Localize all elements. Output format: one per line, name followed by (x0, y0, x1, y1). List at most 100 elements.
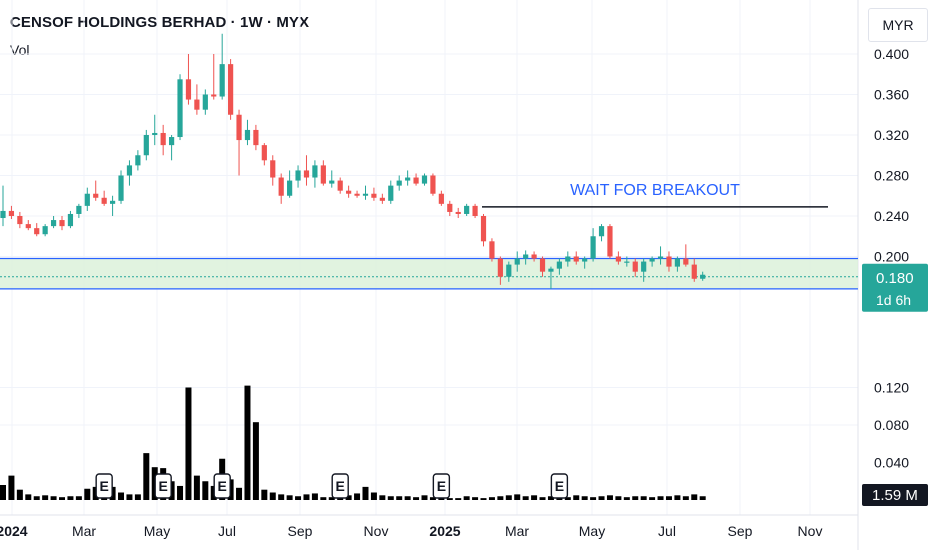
candle-body (152, 132, 158, 135)
candle-body (455, 211, 461, 214)
candle-body (548, 268, 554, 272)
candle-body (59, 220, 65, 227)
candle-body (405, 177, 411, 181)
candle-body (582, 258, 588, 262)
volume-bar (539, 497, 546, 500)
candle-body (185, 79, 192, 100)
earnings-marker-label: E (336, 478, 345, 494)
candle-body (76, 205, 82, 214)
volume-bar (320, 497, 327, 500)
candle-body (93, 193, 99, 198)
candle-body (135, 155, 141, 166)
price-tick-label: 0.280 (874, 168, 909, 184)
candle-body (194, 99, 200, 110)
volume-bar (396, 496, 403, 500)
candle-body (337, 180, 343, 191)
candle-body (362, 193, 369, 196)
volume-bar (84, 488, 91, 500)
volume-bar (615, 496, 622, 500)
volume-bar (252, 422, 259, 500)
currency-button[interactable]: MYR (868, 8, 928, 42)
candle-body (447, 203, 453, 212)
volume-bar (446, 498, 453, 500)
grid-lines (0, 0, 859, 550)
price-axis[interactable]: 0.4000.3600.3200.2800.2400.2000.1600.120… (862, 46, 928, 506)
volume-bar (590, 497, 597, 500)
volume-bar (522, 496, 529, 500)
price-tick-label: 0.400 (874, 46, 909, 62)
breakout-label: WAIT FOR BREAKOUT (570, 182, 740, 199)
volume-bar (118, 492, 125, 500)
volume-bar (236, 487, 243, 500)
candle-body (0, 210, 6, 219)
volume-bar (177, 485, 184, 500)
volume-bar (480, 498, 487, 500)
candle-body (244, 129, 251, 141)
time-tick-label: May (579, 523, 605, 539)
candle-body (590, 236, 596, 259)
bar-countdown-label: 1d 6h (876, 292, 911, 308)
volume-bar (126, 494, 133, 500)
earnings-marker (331, 473, 349, 499)
candle-body (278, 177, 284, 196)
candle-body (67, 213, 74, 227)
earnings-marker (213, 473, 231, 499)
volume-bar (564, 497, 571, 500)
candle-body (700, 274, 706, 279)
candle-body (674, 258, 680, 267)
candle-body (489, 241, 495, 259)
volume-bar (472, 497, 479, 500)
earnings-marker-label: E (437, 478, 446, 494)
candle-body (228, 64, 234, 115)
earnings-marker (95, 473, 113, 499)
time-tick-label: Jul (218, 523, 236, 539)
candle-body (649, 258, 655, 262)
volume-bar (362, 486, 369, 500)
volume-tick-label: 0.040 (874, 455, 909, 471)
volume-tick-label: 0.120 (874, 380, 909, 396)
volume-bar (649, 497, 656, 500)
time-tick-label: Mar (72, 523, 96, 539)
earnings-marker-label: E (99, 478, 108, 494)
volume-bar (573, 495, 580, 500)
candle-body (160, 132, 166, 146)
volume-bar (185, 387, 192, 500)
volume-bar (455, 498, 462, 500)
time-tick-label: Nov (364, 523, 389, 539)
candle-body (691, 264, 697, 279)
volume-bar (665, 496, 672, 500)
candle-body (464, 205, 470, 214)
volume-bar (193, 475, 200, 500)
candle-body (84, 193, 90, 206)
candle-body (17, 216, 23, 225)
price-tick-label: 0.320 (874, 127, 909, 143)
volume-bar (8, 475, 15, 500)
candle-body (126, 165, 133, 176)
time-axis[interactable]: 2024 Mar May Jul Sep Nov 2025 Mar May Jul Sep Nov (0, 523, 822, 539)
earnings-marker (550, 473, 569, 499)
volume-bar (699, 496, 706, 500)
price-badge (862, 263, 928, 312)
candle-body (25, 224, 31, 229)
candle-body (371, 193, 377, 198)
volume-bar (295, 496, 302, 500)
candle-body (50, 220, 57, 227)
candle-body (523, 254, 529, 259)
volume-bar (682, 496, 689, 500)
volume-bar (632, 496, 639, 500)
price-tick-label: 0.200 (874, 249, 909, 265)
volume-bar (404, 496, 411, 500)
candle-body (472, 205, 478, 216)
earnings-marker-label: E (555, 478, 564, 494)
volume-bar (547, 496, 554, 500)
time-tick-label: 2024 (0, 523, 28, 539)
price-tick-label: 0.360 (874, 87, 909, 103)
candle-body (666, 256, 672, 267)
candle-body (497, 258, 503, 277)
volume-tick-label: 0.080 (874, 417, 909, 433)
volume-bar (269, 492, 276, 500)
volume-bar (143, 453, 150, 500)
candle-body (169, 137, 175, 146)
